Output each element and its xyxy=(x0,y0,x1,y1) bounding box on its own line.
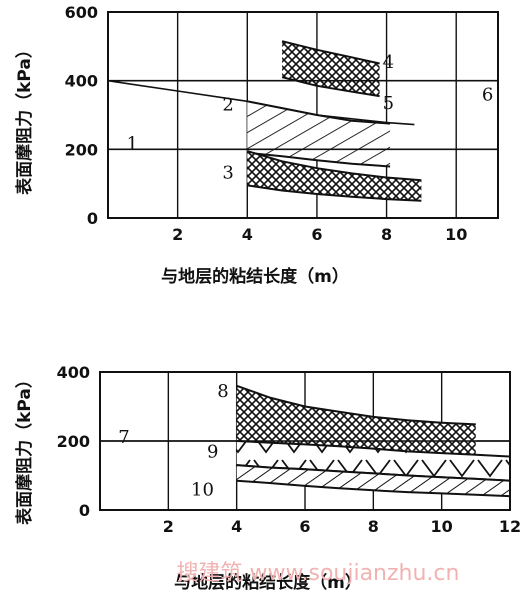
band-3-lower-edge xyxy=(247,184,422,202)
y-tick-label: 200 xyxy=(65,140,98,159)
bottom-y-axis-title: 表面摩阻力（kPa） xyxy=(14,371,35,525)
watermark: 搜建筑 www.soujianzhu.cn xyxy=(177,561,460,586)
x-tick-label: 4 xyxy=(242,225,253,244)
curve-label-7: 7 xyxy=(118,427,129,448)
y-tick-label: 0 xyxy=(79,501,90,520)
band-3-upper-edge xyxy=(247,150,422,182)
curve-label-4: 4 xyxy=(383,52,394,73)
plot-frame xyxy=(107,11,499,219)
x-tick-label: 6 xyxy=(299,517,310,536)
x-tick-label: 4 xyxy=(231,517,242,536)
band-4-lower-edge xyxy=(281,76,380,98)
bottom-x-axis-title: 与地层的粘结长度（m） xyxy=(174,572,362,593)
band-2-lower-edge xyxy=(247,151,391,168)
y-tick-label: 600 xyxy=(65,3,98,22)
band-10-lower-edge xyxy=(236,479,511,498)
band-9 xyxy=(236,441,510,481)
chart-bottom: 2 4 6 8 10 12 0 200 400 7 8 9 10 xyxy=(57,363,522,536)
curve-label-3: 3 xyxy=(222,163,233,184)
x-tick-label: 2 xyxy=(163,517,174,536)
x-tick-label: 8 xyxy=(368,517,379,536)
x-tick-label: 6 xyxy=(311,225,322,244)
curve-label-10: 10 xyxy=(191,479,214,500)
band-10 xyxy=(236,465,510,497)
x-tick-label: 8 xyxy=(381,225,392,244)
top-x-axis-title: 与地层的粘结长度（m） xyxy=(161,266,349,287)
chart-top: 2 4 6 8 10 0 200 400 600 1 2 3 4 5 6 xyxy=(65,3,499,244)
band-10-upper-edge xyxy=(236,464,511,482)
line-2-upper xyxy=(107,79,415,126)
x-tick-label: 10 xyxy=(431,517,453,536)
band-2 xyxy=(247,101,391,167)
x-tick-label: 10 xyxy=(445,225,467,244)
band-9-upper-edge xyxy=(236,440,511,458)
curve-label-5: 5 xyxy=(383,93,394,114)
y-tick-label: 400 xyxy=(65,72,98,91)
curve-label-1: 1 xyxy=(127,133,138,154)
y-tick-label: 400 xyxy=(57,363,90,382)
band-8-upper-edge xyxy=(236,384,476,426)
curve-label-6: 6 xyxy=(482,85,493,106)
curve-label-2: 2 xyxy=(222,95,233,116)
y-tick-label: 200 xyxy=(57,432,90,451)
top-y-axis-title: 表面摩阻力（kPa） xyxy=(14,41,35,195)
y-tick-label: 0 xyxy=(87,209,98,228)
band-4-upper-edge xyxy=(281,40,380,65)
curve-label-8: 8 xyxy=(217,381,228,402)
curve-label-9: 9 xyxy=(207,441,218,462)
x-tick-label: 12 xyxy=(499,517,521,536)
x-tick-label: 2 xyxy=(172,225,183,244)
plot-frame xyxy=(99,371,511,511)
